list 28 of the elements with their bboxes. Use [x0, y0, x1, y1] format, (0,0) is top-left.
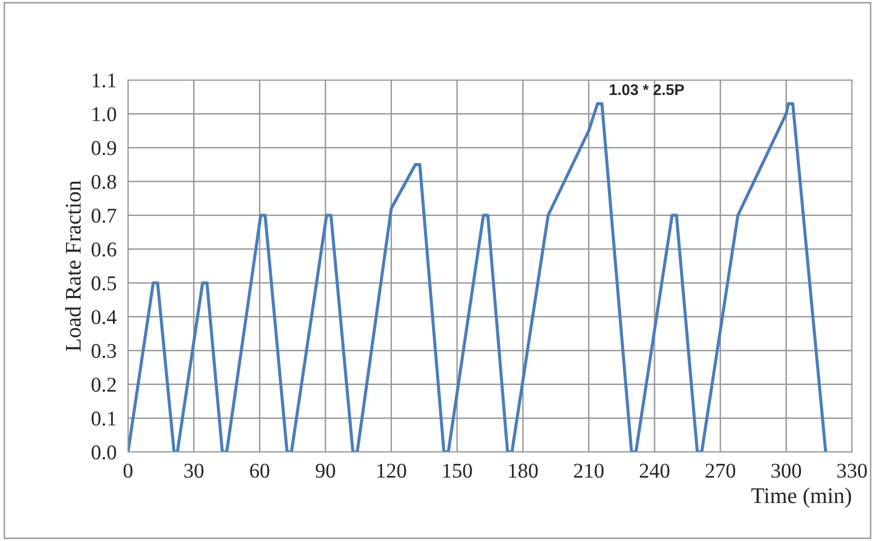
y-tick-label: 0.0 [92, 445, 116, 460]
annotation: 1.03 * 2.5P [610, 84, 684, 96]
x-tick-label: 300 [772, 464, 802, 478]
y-tick-label: 0.5 [92, 276, 116, 290]
y-tick-label: 0.3 [92, 344, 116, 358]
y-axis-title: Load Rate Fraction [65, 180, 81, 352]
y-tick-label: 1.0 [92, 107, 116, 122]
y-tick-label: 0.8 [92, 174, 116, 189]
x-tick-label: 150 [443, 464, 472, 478]
y-tick-label: 0.2 [92, 378, 116, 392]
line-series [128, 102, 828, 452]
x-tick-label: 270 [706, 464, 736, 478]
x-tick-label: 240 [640, 464, 670, 478]
x-tick-label: 180 [509, 464, 538, 478]
x-tick-label: 90 [316, 464, 336, 478]
x-tick-label: 210 [574, 464, 604, 478]
y-tick-label: 0.1 [92, 412, 116, 426]
y-tick-label: 0.7 [92, 208, 116, 223]
x-tick-label: 60 [250, 464, 270, 478]
y-tick-label: 0.9 [92, 141, 116, 156]
y-tick-label: 0.4 [92, 310, 117, 324]
x-tick-label: 30 [184, 464, 204, 478]
x-tick-label: 120 [377, 464, 406, 478]
x-tick-label: 0 [124, 464, 132, 478]
x-tick-label: 330 [837, 464, 867, 478]
y-tick-label: 0.6 [92, 242, 116, 257]
y-tick-label: 1.1 [92, 73, 116, 88]
x-axis-title: Time (min) [751, 488, 852, 508]
